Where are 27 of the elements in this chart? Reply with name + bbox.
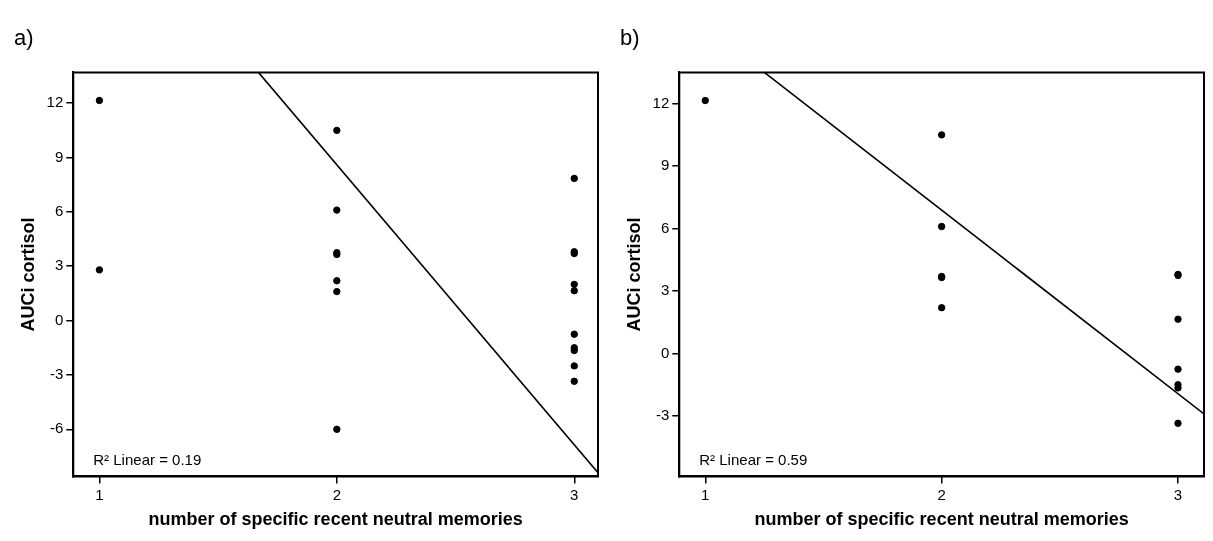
x-axis-title: number of specific recent neutral memories — [148, 509, 523, 530]
y-tick-label: 0 — [54, 310, 64, 328]
y-tick-label: 6 — [660, 218, 670, 236]
chart-title: a) — [14, 25, 34, 51]
y-tick-label: 12 — [652, 93, 670, 111]
x-tick-label: 2 — [937, 485, 946, 503]
x-tick-label: 2 — [332, 485, 341, 503]
x-tick-label: 1 — [701, 485, 710, 503]
x-tick-label: 3 — [1173, 485, 1183, 503]
y-tick-label: -6 — [49, 419, 64, 437]
y-axis-title: AUCi cortisol — [17, 217, 38, 332]
annotation: R² Linear = 0.19 — [93, 451, 202, 469]
x-tick-label: 1 — [95, 485, 104, 503]
y-tick-label: 9 — [54, 147, 64, 165]
y-tick-label: 3 — [660, 281, 670, 299]
annotation: R² Linear = 0.59 — [699, 451, 808, 469]
y-tick-label: -3 — [49, 365, 64, 383]
x-tick-label: 3 — [570, 485, 579, 503]
y-axis-title: AUCi cortisol — [623, 217, 644, 332]
y-tick-label: 3 — [54, 256, 64, 274]
y-tick-label: 6 — [54, 202, 64, 220]
y-tick-label: 9 — [660, 156, 670, 174]
y-tick-label: -3 — [655, 406, 670, 424]
chart-title: b) — [620, 25, 640, 51]
y-tick-label: 0 — [660, 343, 670, 361]
x-axis-title: number of specific recent neutral memories — [754, 509, 1129, 530]
y-tick-label: 12 — [46, 93, 64, 111]
